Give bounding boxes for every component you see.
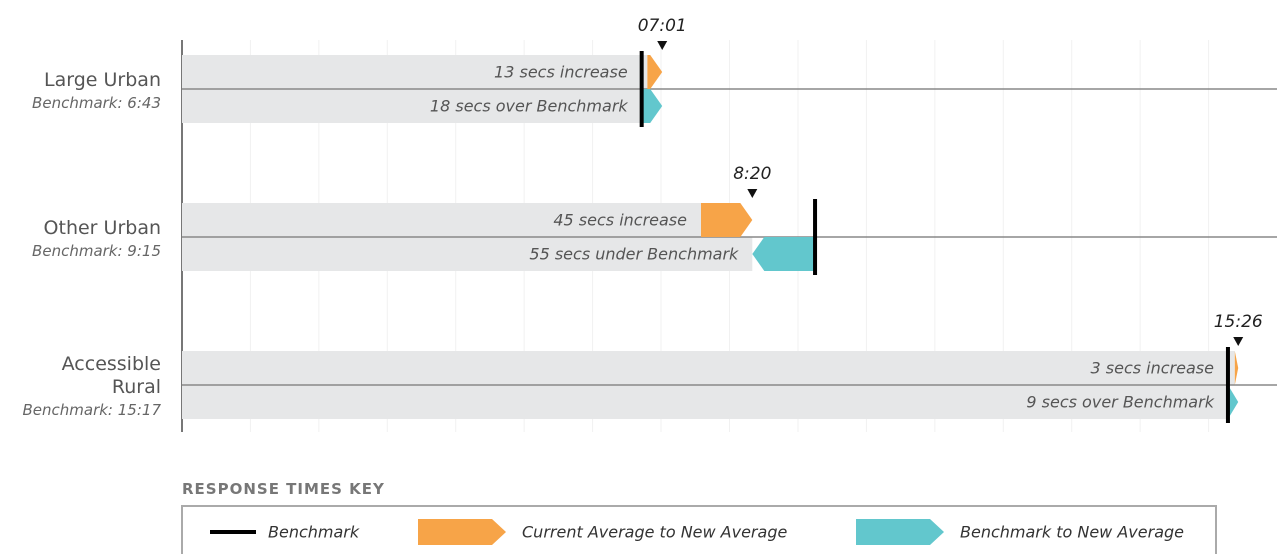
category-name: Other Urban (43, 216, 161, 239)
benchmark-diff-label: 55 secs under Benchmark (529, 245, 739, 264)
new-average-marker (1233, 337, 1244, 346)
increase-bar (1234, 351, 1239, 385)
key-box (181, 505, 1217, 554)
track (182, 203, 701, 237)
increase-label: 3 secs increase (1091, 359, 1215, 378)
key-label: Benchmark to New Average (960, 523, 1184, 542)
category-name: Large Urban (44, 68, 161, 91)
benchmark-label: Benchmark: 6:43 (32, 93, 161, 112)
benchmark-diff-bar (641, 89, 663, 123)
new-average-label: 15:26 (1214, 312, 1263, 332)
benchmark-diff-bar (752, 237, 816, 271)
category-label: Large Urban Benchmark: 6:43 (11, 69, 161, 114)
track (182, 89, 642, 123)
key-increase-swatch (418, 519, 506, 545)
benchmark-label: Benchmark: 15:17 (22, 401, 162, 419)
track (182, 385, 1228, 419)
key-label: Current Average to New Average (522, 523, 787, 542)
new-average-label: 07:01 (638, 16, 687, 36)
benchmark-label: Benchmark: 9:15 (32, 241, 161, 260)
new-average-label: 8:20 (733, 164, 771, 184)
track (182, 351, 1235, 385)
benchmark-diff-label: 9 secs over Benchmark (1026, 393, 1214, 412)
increase-bar (700, 203, 753, 237)
category-name: Accessible Rural (61, 353, 161, 398)
benchmark-diff-label: 18 secs over Benchmark (430, 97, 628, 116)
category-label: Other Urban Benchmark: 9:15 (11, 217, 161, 262)
track (182, 237, 753, 271)
increase-label: 45 secs increase (553, 211, 687, 230)
increase-bar (647, 55, 663, 89)
key-diff-swatch (856, 519, 944, 545)
new-average-marker (747, 189, 758, 198)
benchmark-diff-bar (1227, 385, 1239, 419)
increase-label: 13 secs increase (494, 63, 628, 82)
key-title: RESPONSE TIMES KEY (182, 480, 385, 498)
key-label: Benchmark (268, 523, 360, 542)
new-average-marker (657, 41, 668, 50)
track (182, 55, 648, 89)
category-label: Accessible Rural Benchmark: 15:17 (11, 353, 162, 421)
